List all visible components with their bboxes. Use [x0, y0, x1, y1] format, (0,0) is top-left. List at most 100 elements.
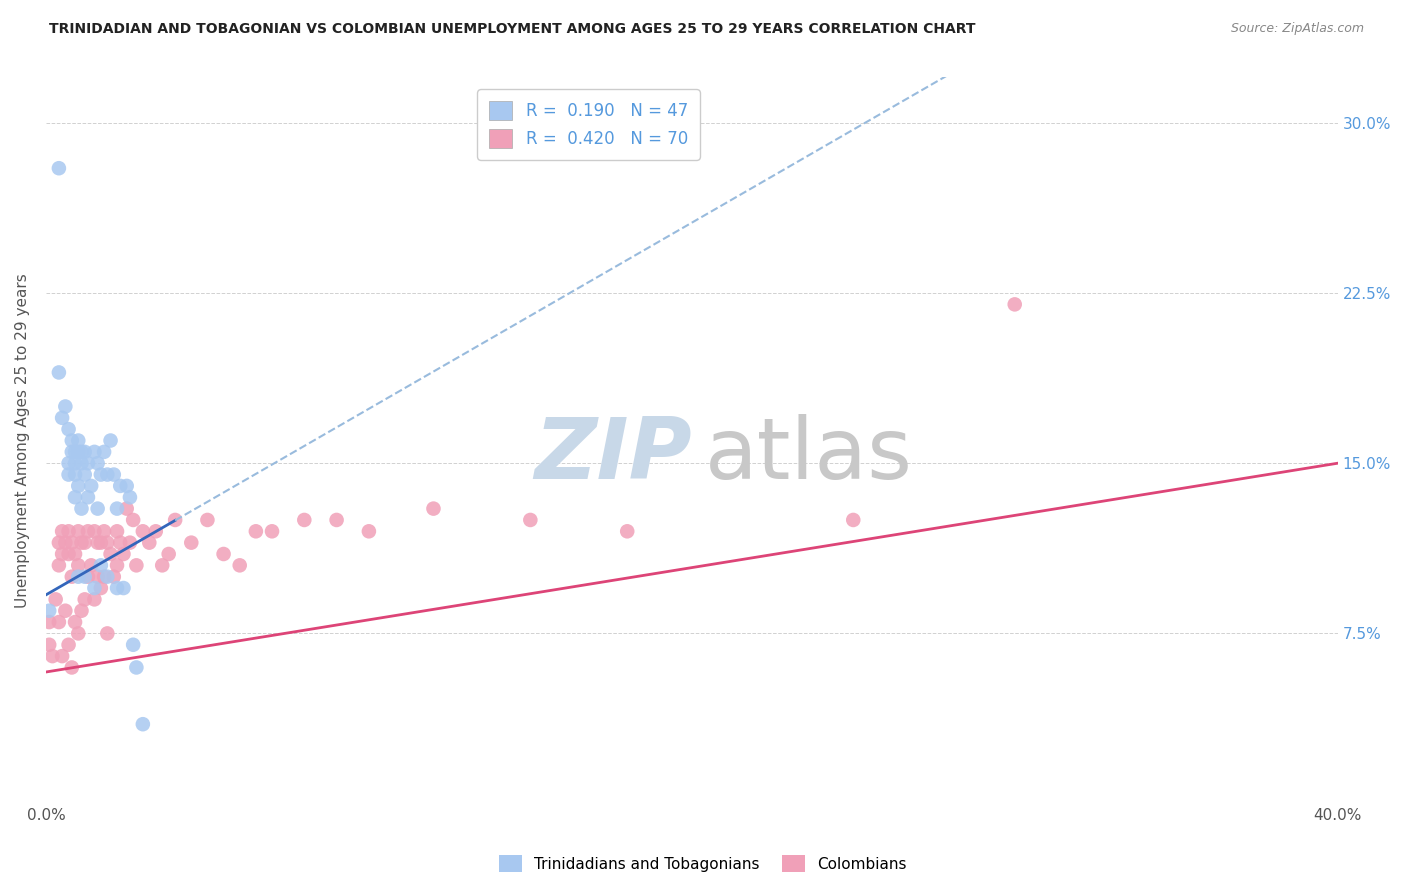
Point: [60, 535, 83, 549]
Point: [70, 456, 93, 470]
Point: [83, 581, 105, 595]
Text: TRINIDADIAN AND TOBAGONIAN VS COLOMBIAN UNEMPLOYMENT AMONG AGES 25 TO 29 YEARS C: TRINIDADIAN AND TOBAGONIAN VS COLOMBIAN …: [49, 22, 976, 37]
Point: [53, 604, 76, 618]
Point: [90, 535, 112, 549]
Point: [86, 570, 108, 584]
Point: [67, 445, 90, 459]
Point: [93, 570, 115, 584]
Point: [86, 501, 108, 516]
Point: [100, 547, 122, 561]
Point: [90, 467, 112, 482]
Point: [77, 524, 100, 539]
Point: [96, 570, 118, 584]
Point: [157, 547, 180, 561]
Point: [48, 366, 70, 380]
Point: [150, 558, 173, 573]
Point: [122, 638, 145, 652]
Point: [67, 524, 90, 539]
Point: [48, 535, 70, 549]
Point: [165, 513, 187, 527]
Point: [112, 581, 135, 595]
Point: [63, 456, 86, 470]
Point: [45, 592, 67, 607]
Text: ZIP: ZIP: [534, 414, 692, 497]
Point: [83, 445, 105, 459]
Point: [132, 524, 155, 539]
Legend: R =  0.190   N = 47, R =  0.420   N = 70: R = 0.190 N = 47, R = 0.420 N = 70: [478, 89, 700, 160]
Point: [86, 456, 108, 470]
Point: [53, 400, 76, 414]
Point: [51, 547, 73, 561]
Point: [83, 592, 105, 607]
Point: [70, 604, 93, 618]
Point: [125, 558, 148, 573]
Point: [115, 501, 138, 516]
Point: [96, 535, 118, 549]
Point: [77, 456, 100, 470]
Point: [38, 638, 60, 652]
Point: [132, 717, 155, 731]
Point: [105, 581, 128, 595]
Point: [48, 558, 70, 573]
Point: [63, 615, 86, 629]
Point: [73, 445, 96, 459]
Point: [80, 479, 103, 493]
Point: [260, 524, 283, 539]
Point: [51, 524, 73, 539]
Point: [73, 570, 96, 584]
Point: [77, 490, 100, 504]
Point: [93, 445, 115, 459]
Point: [60, 570, 83, 584]
Point: [118, 535, 141, 549]
Point: [105, 501, 128, 516]
Point: [58, 467, 80, 482]
Point: [138, 535, 160, 549]
Point: [67, 626, 90, 640]
Point: [58, 422, 80, 436]
Point: [58, 638, 80, 652]
Point: [83, 524, 105, 539]
Point: [58, 547, 80, 561]
Point: [60, 445, 83, 459]
Point: [212, 547, 235, 561]
Point: [41, 649, 63, 664]
Point: [38, 615, 60, 629]
Point: [110, 535, 132, 549]
Point: [63, 467, 86, 482]
Point: [80, 558, 103, 573]
Point: [105, 524, 128, 539]
Point: [67, 434, 90, 448]
Point: [86, 535, 108, 549]
Y-axis label: Unemployment Among Ages 25 to 29 years: Unemployment Among Ages 25 to 29 years: [15, 273, 30, 608]
Point: [110, 479, 132, 493]
Point: [96, 626, 118, 640]
Text: Source: ZipAtlas.com: Source: ZipAtlas.com: [1230, 22, 1364, 36]
Point: [67, 479, 90, 493]
Point: [519, 513, 541, 527]
Point: [292, 513, 315, 527]
Point: [77, 570, 100, 584]
Point: [122, 513, 145, 527]
Point: [1004, 297, 1026, 311]
Point: [180, 535, 202, 549]
Point: [73, 535, 96, 549]
Point: [842, 513, 865, 527]
Point: [145, 524, 167, 539]
Point: [38, 604, 60, 618]
Point: [58, 456, 80, 470]
Point: [51, 410, 73, 425]
Point: [357, 524, 380, 539]
Point: [73, 467, 96, 482]
Point: [60, 660, 83, 674]
Point: [60, 434, 83, 448]
Point: [70, 535, 93, 549]
Point: [228, 558, 250, 573]
Point: [96, 467, 118, 482]
Point: [48, 161, 70, 176]
Point: [70, 445, 93, 459]
Legend: Trinidadians and Tobagonians, Colombians: Trinidadians and Tobagonians, Colombians: [491, 847, 915, 880]
Point: [70, 501, 93, 516]
Point: [125, 660, 148, 674]
Point: [63, 490, 86, 504]
Point: [197, 513, 219, 527]
